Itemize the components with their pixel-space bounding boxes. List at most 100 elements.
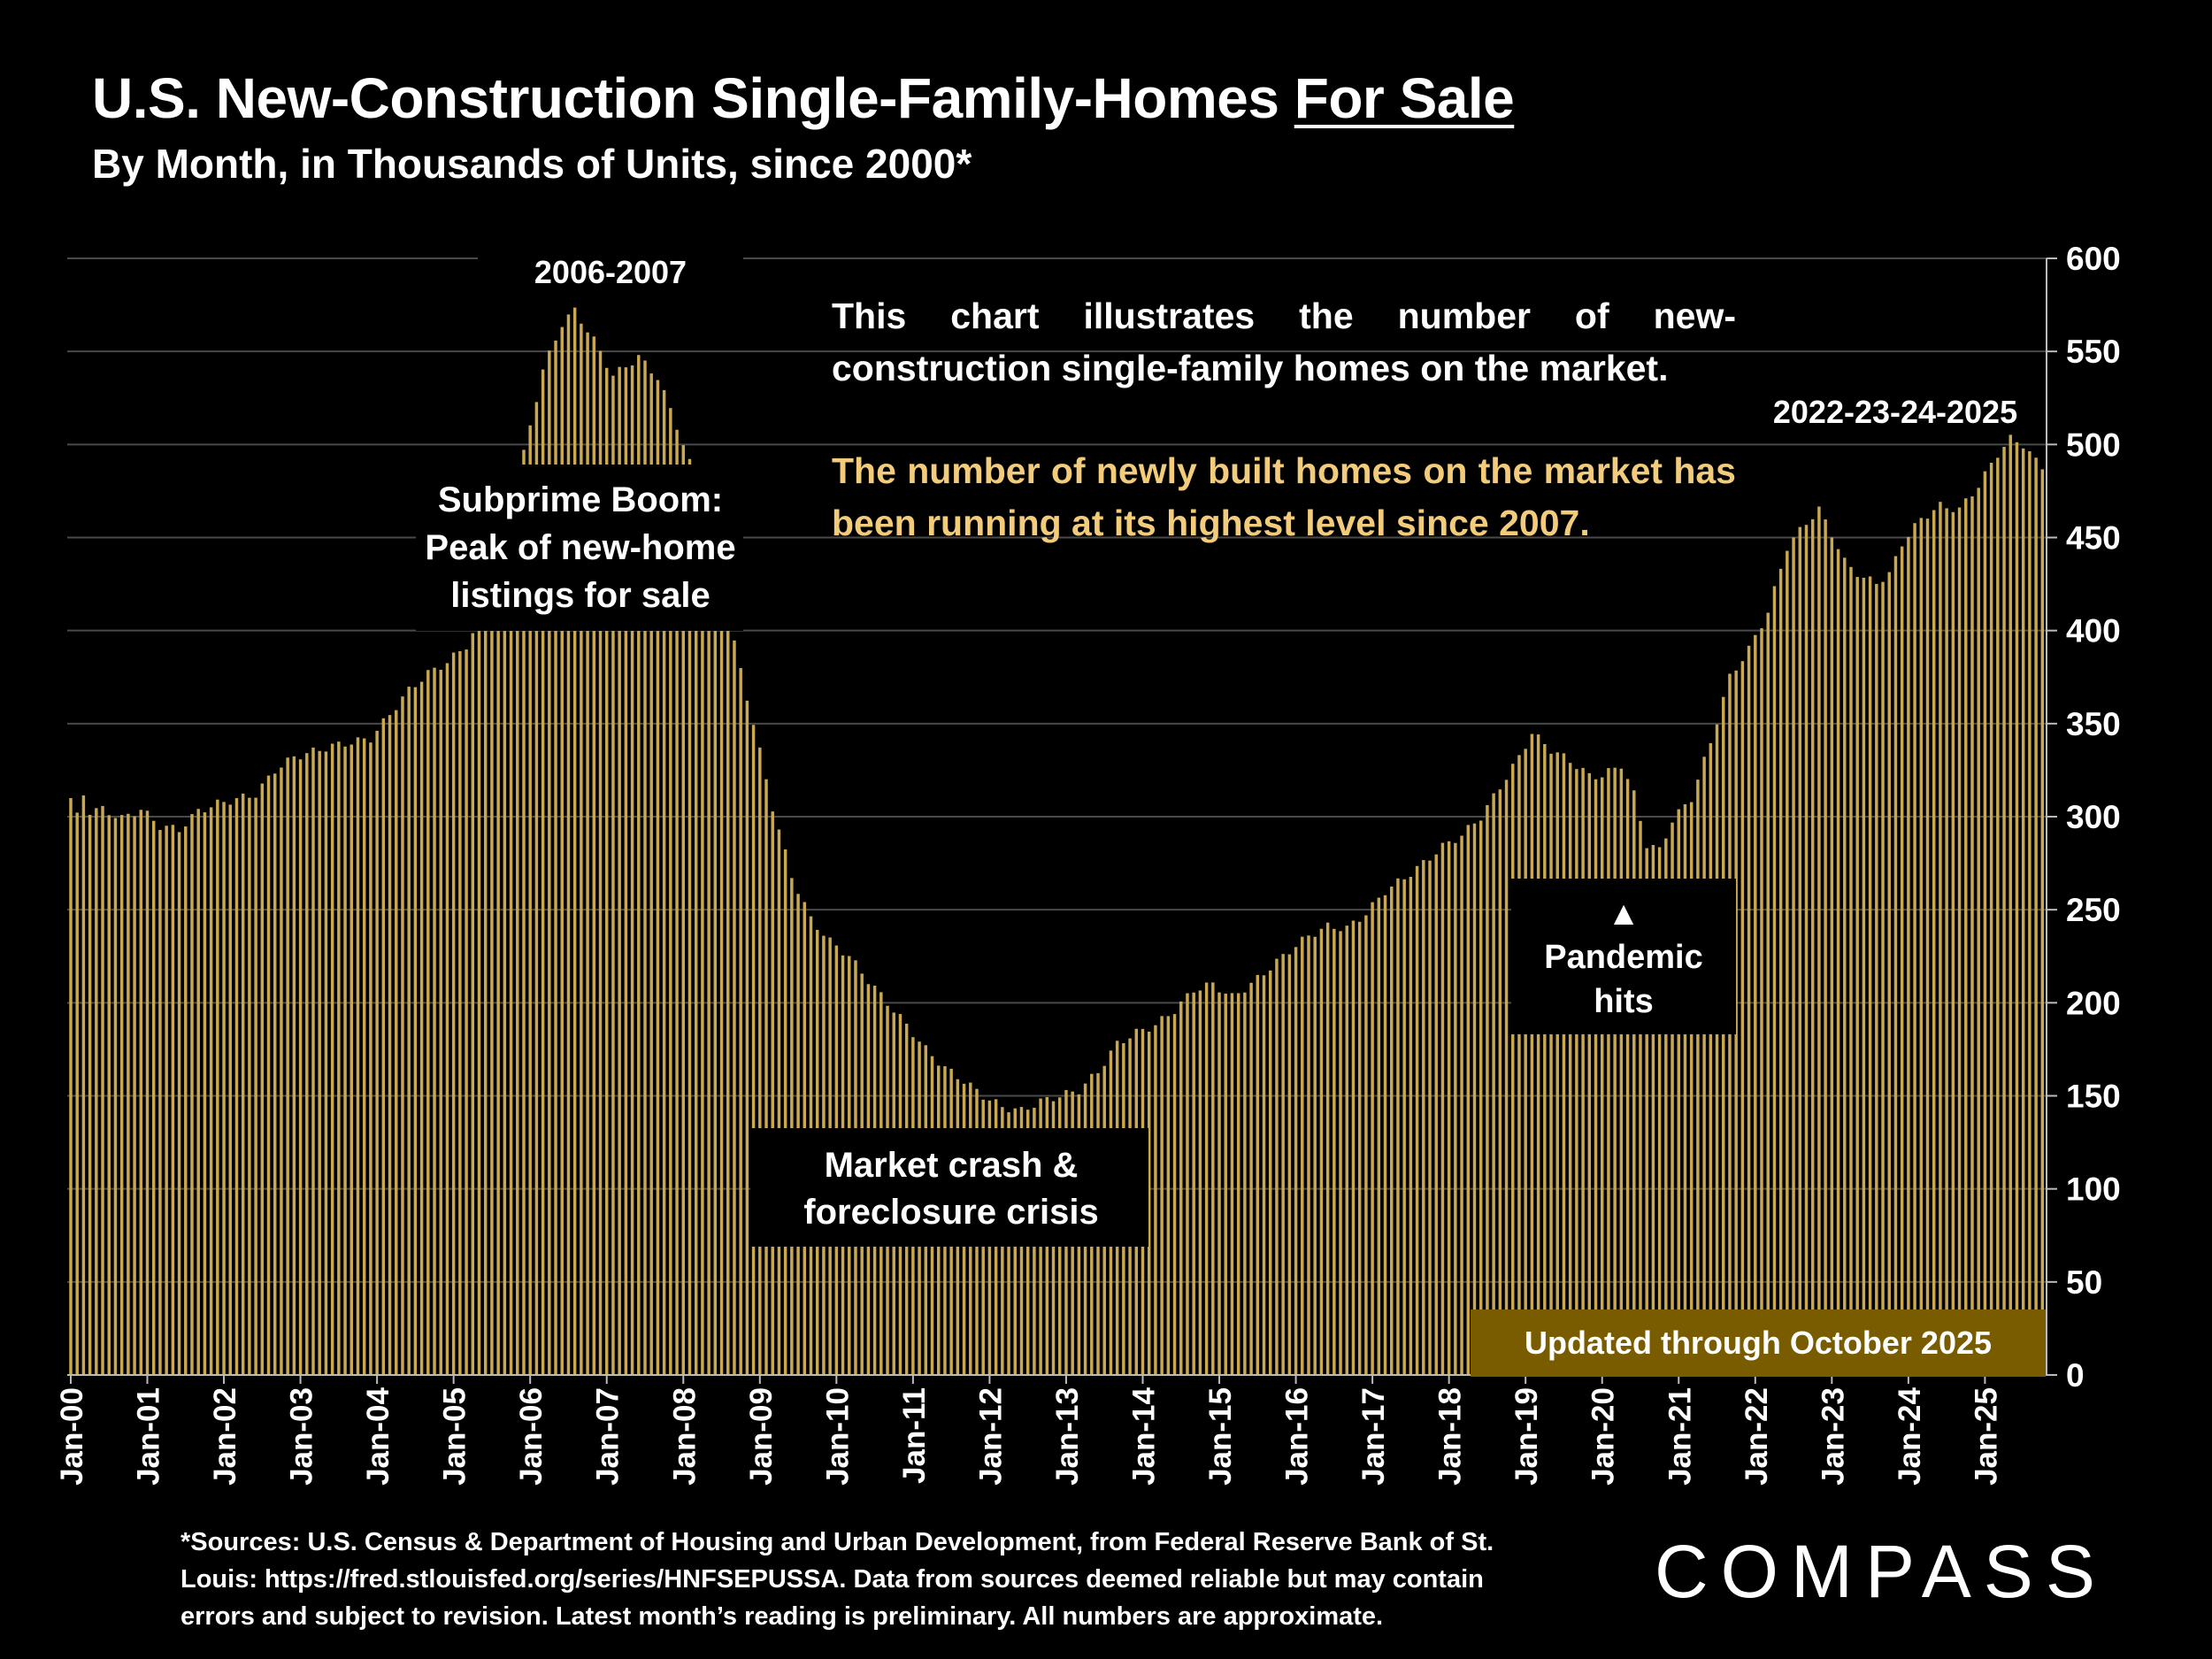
bar — [733, 640, 736, 1375]
bar — [630, 365, 634, 1375]
bar — [669, 408, 672, 1376]
bar — [254, 797, 257, 1375]
subprime-label: Peak of new-home — [425, 528, 735, 567]
bar — [1824, 519, 1827, 1375]
bar — [1351, 920, 1356, 1375]
bar — [777, 829, 781, 1375]
bar — [713, 552, 718, 1375]
bar — [580, 323, 583, 1375]
bar — [1192, 992, 1195, 1375]
bar — [656, 380, 660, 1375]
x-tick-label: Jan-18 — [1433, 1387, 1468, 1486]
x-tick-label: Jan-07 — [591, 1387, 626, 1486]
bar — [1996, 457, 2000, 1375]
x-tick-label: Jan-13 — [1050, 1387, 1085, 1486]
bar — [1294, 947, 1298, 1375]
bar — [1536, 734, 1540, 1375]
bar — [1639, 820, 1642, 1375]
bar — [1287, 954, 1292, 1375]
bar — [260, 783, 265, 1375]
bar — [1760, 628, 1763, 1375]
bar — [1275, 958, 1279, 1375]
bar — [273, 773, 277, 1375]
bar — [572, 307, 577, 1375]
x-tick-label: Jan-05 — [438, 1387, 472, 1486]
peak-label: 2006-2007 — [534, 254, 687, 290]
x-tick-label: Jan-17 — [1356, 1387, 1391, 1486]
title-underlined: For Sale — [1294, 66, 1515, 130]
bar — [1689, 802, 1694, 1375]
bar — [1798, 526, 1802, 1375]
bar — [1862, 577, 1866, 1375]
x-tick-label: Jan-09 — [744, 1387, 779, 1486]
bar — [1939, 502, 1942, 1375]
bar — [439, 669, 442, 1375]
bar — [1357, 921, 1362, 1375]
bar — [1587, 772, 1592, 1375]
bar — [496, 559, 500, 1375]
y-tick-label: 300 — [2066, 799, 2121, 835]
bar — [69, 797, 73, 1375]
bar — [1211, 982, 1215, 1375]
page-subtitle: By Month, in Thousands of Units, since 2… — [92, 141, 972, 187]
bar — [1900, 546, 1904, 1375]
y-tick-label: 350 — [2066, 706, 2121, 742]
bar — [1868, 576, 1872, 1375]
bar — [1932, 510, 1936, 1375]
bar — [528, 425, 532, 1375]
bar — [133, 816, 136, 1375]
subprime-label: listings for sale — [450, 576, 710, 615]
updated-label: Updated through October 2025 — [1525, 1325, 1992, 1361]
bar — [1186, 993, 1189, 1375]
bar — [1511, 764, 1515, 1375]
bar — [2040, 469, 2045, 1375]
bar — [1677, 809, 1680, 1375]
bar — [1390, 887, 1394, 1375]
bar — [1440, 842, 1445, 1375]
pandemic-arrow: ▲ — [1607, 895, 1640, 933]
bar — [1166, 1016, 1171, 1375]
bar — [1671, 822, 1674, 1375]
bar — [203, 812, 207, 1375]
bar — [1486, 804, 1489, 1375]
bar — [127, 813, 130, 1375]
bar — [1345, 926, 1348, 1375]
bar — [1625, 779, 1630, 1375]
bar — [1772, 586, 1777, 1375]
bar — [318, 750, 321, 1375]
bar — [490, 590, 494, 1375]
bar — [1632, 790, 1636, 1375]
bar — [1836, 549, 1840, 1375]
bar — [541, 369, 545, 1375]
bar — [649, 373, 653, 1376]
bar — [75, 812, 79, 1375]
bar — [1313, 936, 1317, 1375]
bar — [190, 814, 194, 1375]
bar — [426, 670, 430, 1375]
bar — [1925, 518, 1930, 1375]
bar — [1843, 557, 1847, 1375]
bar — [1989, 463, 1993, 1375]
x-tick-label: Jan-20 — [1586, 1387, 1621, 1486]
bar — [1154, 1025, 1157, 1375]
bar — [1702, 757, 1706, 1375]
bar — [471, 633, 475, 1375]
x-tick-label: Jan-12 — [973, 1387, 1008, 1486]
bar — [1855, 577, 1859, 1375]
bar — [369, 742, 373, 1375]
bar — [1339, 931, 1342, 1375]
x-tick-label: Jan-01 — [132, 1387, 166, 1486]
bar — [2021, 448, 2025, 1375]
bar — [1160, 1016, 1164, 1375]
bar — [1434, 854, 1438, 1375]
bar — [1262, 975, 1266, 1375]
bar — [707, 529, 710, 1375]
bar — [375, 730, 379, 1375]
bar — [1817, 506, 1821, 1375]
bar — [95, 808, 98, 1375]
bar — [1600, 777, 1604, 1375]
bar — [158, 830, 162, 1375]
bar — [548, 350, 551, 1376]
bar — [1198, 990, 1202, 1375]
bar — [381, 718, 386, 1375]
